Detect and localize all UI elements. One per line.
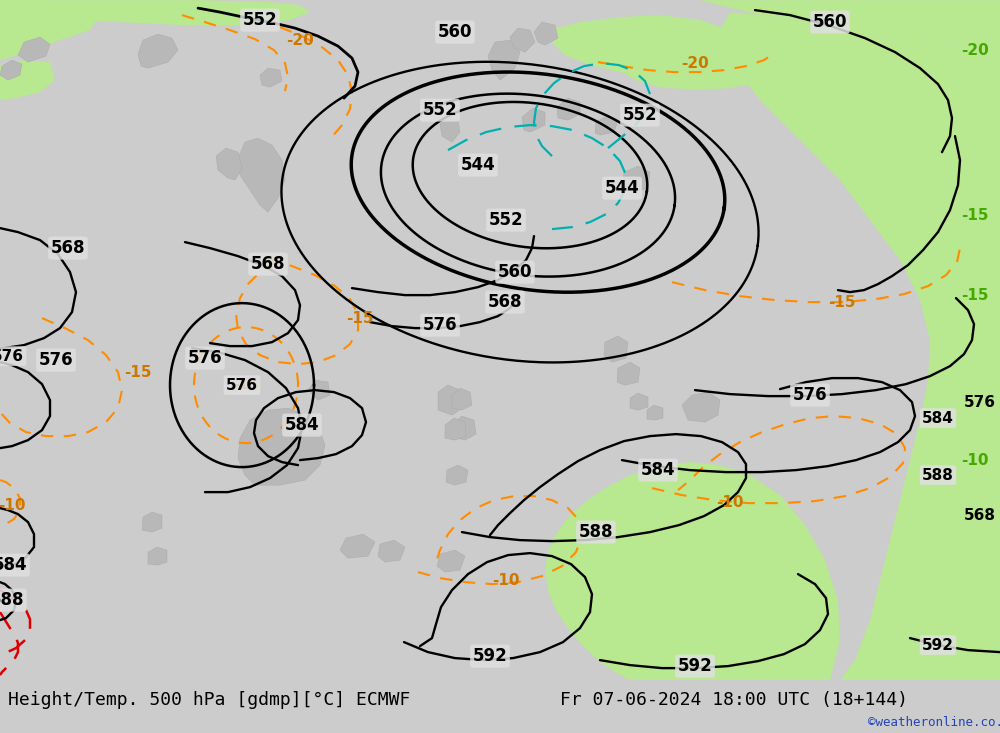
Text: 584: 584 [922, 410, 954, 426]
Text: 584: 584 [285, 416, 319, 434]
Text: 544: 544 [461, 156, 495, 174]
Polygon shape [378, 540, 405, 562]
Polygon shape [557, 98, 580, 120]
Text: 592: 592 [678, 657, 712, 675]
Polygon shape [534, 22, 558, 45]
Text: 576: 576 [793, 386, 827, 404]
Text: 576: 576 [226, 377, 258, 393]
Polygon shape [0, 0, 310, 25]
Text: 584: 584 [641, 461, 675, 479]
Polygon shape [238, 408, 325, 485]
Text: 544: 544 [605, 179, 639, 197]
Polygon shape [630, 393, 648, 410]
Polygon shape [0, 60, 22, 80]
Text: -10: -10 [716, 495, 744, 509]
Text: 568: 568 [51, 239, 85, 257]
Text: Fr 07-06-2024 18:00 UTC (18+144): Fr 07-06-2024 18:00 UTC (18+144) [560, 691, 908, 710]
Text: 568: 568 [251, 255, 285, 273]
Polygon shape [438, 385, 462, 415]
Text: -10: -10 [492, 572, 520, 588]
Polygon shape [238, 138, 285, 212]
Text: -15: -15 [233, 378, 259, 392]
Text: 552: 552 [489, 211, 523, 229]
Polygon shape [550, 15, 740, 75]
Polygon shape [617, 362, 640, 385]
Text: 552: 552 [243, 11, 277, 29]
Polygon shape [440, 116, 460, 142]
Text: Height/Temp. 500 hPa [gdmp][°C] ECMWF: Height/Temp. 500 hPa [gdmp][°C] ECMWF [8, 691, 410, 710]
Polygon shape [340, 534, 375, 558]
Text: -15: -15 [346, 311, 374, 325]
Text: 576: 576 [0, 349, 24, 364]
Text: 588: 588 [579, 523, 613, 541]
Polygon shape [720, 12, 1000, 680]
Text: 560: 560 [438, 23, 472, 41]
Polygon shape [148, 547, 167, 565]
Polygon shape [520, 462, 840, 680]
Text: -10: -10 [961, 452, 989, 468]
Text: 576: 576 [964, 394, 996, 410]
Text: 552: 552 [423, 101, 457, 119]
Polygon shape [510, 28, 535, 52]
Polygon shape [18, 37, 50, 62]
Text: 568: 568 [964, 508, 996, 523]
Text: -20: -20 [286, 32, 314, 48]
Polygon shape [437, 550, 465, 572]
Polygon shape [0, 60, 55, 100]
Polygon shape [595, 115, 618, 135]
Polygon shape [446, 465, 468, 485]
Text: 592: 592 [922, 638, 954, 652]
Polygon shape [682, 392, 720, 422]
Polygon shape [647, 405, 663, 420]
Polygon shape [623, 166, 650, 192]
Polygon shape [308, 380, 330, 400]
Polygon shape [604, 336, 628, 362]
Text: 584: 584 [0, 556, 27, 574]
Text: 588: 588 [0, 591, 24, 609]
Polygon shape [445, 418, 466, 440]
Polygon shape [138, 34, 178, 68]
Polygon shape [0, 0, 100, 60]
Polygon shape [216, 148, 242, 180]
Text: -15: -15 [124, 364, 152, 380]
Polygon shape [488, 40, 520, 80]
Text: -15: -15 [828, 295, 856, 309]
Text: -20: -20 [681, 56, 709, 70]
Polygon shape [142, 512, 162, 532]
Text: 588: 588 [922, 468, 954, 482]
Text: ©weatheronline.co.uk: ©weatheronline.co.uk [868, 716, 1000, 729]
Text: 568: 568 [488, 293, 522, 311]
Text: 576: 576 [423, 316, 457, 334]
Polygon shape [452, 388, 472, 410]
Text: 560: 560 [498, 263, 532, 281]
Polygon shape [620, 45, 775, 90]
Polygon shape [260, 68, 282, 87]
Text: -15: -15 [961, 207, 989, 223]
Text: 560: 560 [813, 13, 847, 31]
Text: -15: -15 [961, 287, 989, 303]
Text: -20: -20 [961, 43, 989, 58]
Text: 576: 576 [39, 351, 73, 369]
Text: 552: 552 [623, 106, 657, 124]
Polygon shape [522, 108, 545, 132]
Text: 592: 592 [473, 647, 507, 665]
Text: 576: 576 [188, 349, 222, 367]
Text: -10: -10 [0, 498, 26, 512]
Polygon shape [700, 0, 1000, 47]
Polygon shape [453, 416, 476, 440]
